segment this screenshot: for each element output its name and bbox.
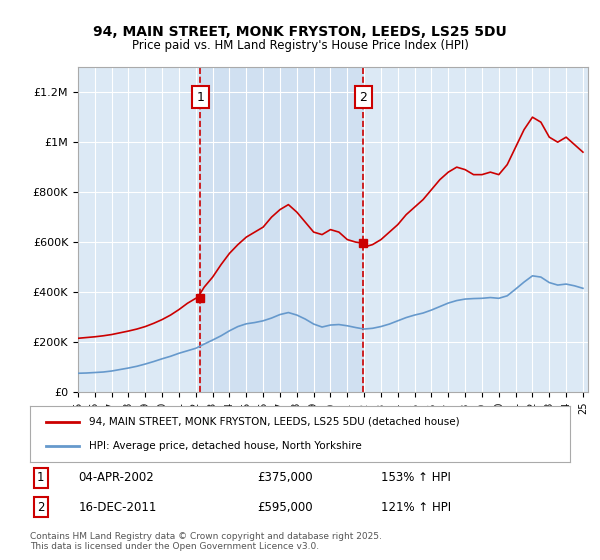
Text: HPI: Average price, detached house, North Yorkshire: HPI: Average price, detached house, Nort… bbox=[89, 441, 362, 451]
Text: 2: 2 bbox=[359, 91, 367, 104]
Text: 04-APR-2002: 04-APR-2002 bbox=[79, 471, 154, 484]
Text: Contains HM Land Registry data © Crown copyright and database right 2025.
This d: Contains HM Land Registry data © Crown c… bbox=[30, 532, 382, 552]
Text: Price paid vs. HM Land Registry's House Price Index (HPI): Price paid vs. HM Land Registry's House … bbox=[131, 39, 469, 52]
Text: 16-DEC-2011: 16-DEC-2011 bbox=[79, 501, 157, 514]
Text: £375,000: £375,000 bbox=[257, 471, 313, 484]
Text: 94, MAIN STREET, MONK FRYSTON, LEEDS, LS25 5DU: 94, MAIN STREET, MONK FRYSTON, LEEDS, LS… bbox=[93, 25, 507, 39]
Text: 1: 1 bbox=[37, 471, 44, 484]
Text: 153% ↑ HPI: 153% ↑ HPI bbox=[381, 471, 451, 484]
Text: £595,000: £595,000 bbox=[257, 501, 313, 514]
Text: 121% ↑ HPI: 121% ↑ HPI bbox=[381, 501, 451, 514]
Text: 2: 2 bbox=[37, 501, 44, 514]
Bar bbox=[200, 67, 364, 392]
Text: 94, MAIN STREET, MONK FRYSTON, LEEDS, LS25 5DU (detached house): 94, MAIN STREET, MONK FRYSTON, LEEDS, LS… bbox=[89, 417, 460, 427]
Text: 1: 1 bbox=[196, 91, 205, 104]
